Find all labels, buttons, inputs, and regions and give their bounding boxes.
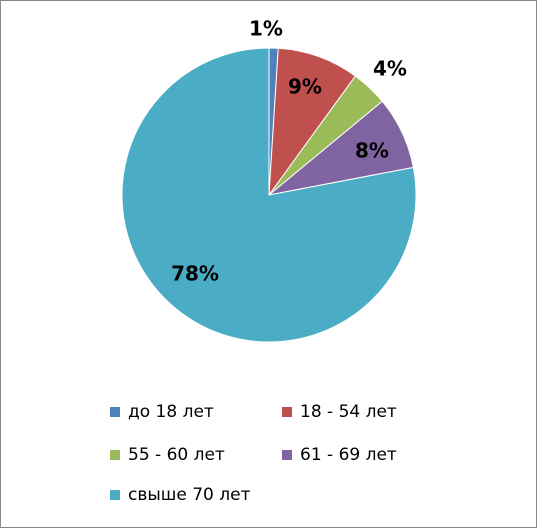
legend-swatch — [282, 450, 292, 460]
legend-label: 18 - 54 лет — [300, 402, 397, 422]
data-label: 8% — [355, 139, 389, 163]
legend-label: свыше 70 лет — [128, 485, 251, 505]
data-label: 9% — [288, 75, 322, 99]
data-label: 78% — [171, 262, 219, 286]
legend-label: 55 - 60 лет — [128, 445, 225, 465]
legend-label: 61 - 69 лет — [300, 445, 397, 465]
legend-swatch — [110, 450, 120, 460]
data-label: 1% — [249, 17, 283, 41]
legend-label: до 18 лет — [128, 402, 214, 422]
legend-swatch — [282, 407, 292, 417]
pie-slice — [268, 47, 357, 197]
pie-slice — [121, 47, 417, 343]
data-label: 4% — [373, 57, 407, 81]
legend-swatch — [110, 490, 120, 500]
legend-swatch — [110, 407, 120, 417]
